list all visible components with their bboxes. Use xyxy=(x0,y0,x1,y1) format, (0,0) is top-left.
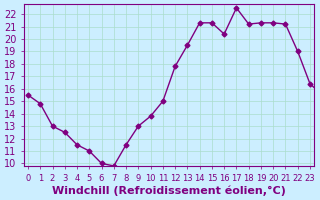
X-axis label: Windchill (Refroidissement éolien,°C): Windchill (Refroidissement éolien,°C) xyxy=(52,185,286,196)
